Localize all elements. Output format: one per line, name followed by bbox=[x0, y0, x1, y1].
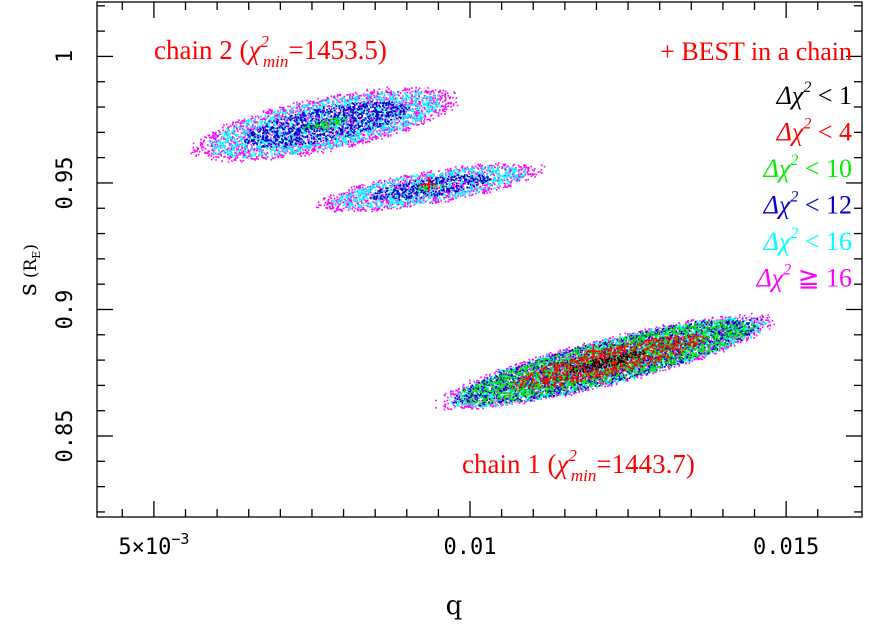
chain-2-annotation: chain 2 (χ2 min=1453.5) bbox=[154, 32, 387, 71]
axis-ticks: 5×10−3 0.01 0.015 0.85 0.9 0.95 1 bbox=[53, 2, 862, 560]
x-tick-label-text: 0.015 bbox=[753, 535, 819, 560]
chain-2-prefix: chain 2 ( bbox=[154, 35, 248, 65]
x-tick-label: 0.01 bbox=[444, 535, 497, 560]
legend-entry: Δχ2 ≧ 16 bbox=[755, 262, 852, 293]
legend-threshold: < 10 bbox=[798, 154, 852, 183]
chain-1-prefix: chain 1 ( bbox=[462, 449, 556, 479]
y-tick-label: 0.85 bbox=[53, 410, 78, 463]
x-tick-label: 5×10−3 bbox=[118, 530, 189, 560]
legend-delta: Δ bbox=[776, 81, 792, 110]
chain-1-annotation: chain 1 (χ2 min=1443.7) bbox=[462, 446, 695, 485]
chain-2-chi: χ bbox=[245, 35, 261, 65]
legend-chi: χ bbox=[769, 264, 784, 293]
y-axis-label-close: ) bbox=[21, 244, 41, 251]
best-fit-marker bbox=[586, 344, 601, 359]
legend-delta: Δ bbox=[763, 191, 779, 220]
chain-point-cloud bbox=[315, 162, 546, 213]
legend-chi: χ bbox=[789, 81, 804, 110]
chain-2-sub: min bbox=[263, 52, 289, 71]
legend-delta: Δ bbox=[755, 264, 771, 293]
chain-1-suffix: =1443.7) bbox=[596, 449, 694, 479]
best-fit-markers bbox=[421, 177, 601, 359]
chain-1-chi: χ bbox=[553, 449, 569, 479]
legend-delta: Δ bbox=[763, 227, 779, 256]
x-tick-label-text: 0.01 bbox=[444, 535, 497, 560]
chain-point-cloud bbox=[511, 333, 708, 391]
x-tick-label-exponent: −3 bbox=[171, 530, 189, 548]
plot-frame bbox=[96, 1, 863, 518]
best-fit-marker bbox=[421, 177, 436, 192]
x-tick-label-text: 5×10 bbox=[118, 535, 171, 560]
chain-point-cloud bbox=[569, 350, 646, 373]
y-tick-label: 0.9 bbox=[53, 290, 78, 330]
chain-1-cloud bbox=[434, 312, 775, 411]
chain-points bbox=[190, 86, 775, 411]
legend-sup: 2 bbox=[790, 152, 798, 169]
legend-header: + BEST in a chain bbox=[660, 37, 852, 66]
x-tick-label: 0.015 bbox=[753, 535, 819, 560]
chain-point-cloud bbox=[302, 117, 347, 131]
legend-chi: χ bbox=[776, 154, 791, 183]
legend-chi: χ bbox=[776, 191, 791, 220]
y-tick-label: 1 bbox=[53, 50, 78, 63]
x-axis-label: q bbox=[446, 591, 463, 621]
legend-delta: Δ bbox=[763, 154, 779, 183]
chain-point-cloud bbox=[370, 174, 491, 201]
chain-2-suffix: =1453.5) bbox=[288, 35, 386, 65]
chain-2-sup: 2 bbox=[260, 32, 269, 51]
legend-threshold: < 4 bbox=[811, 118, 852, 147]
legend-threshold: ≧ 16 bbox=[791, 264, 852, 293]
legend-sup: 2 bbox=[790, 189, 798, 206]
legend-sup: 2 bbox=[790, 225, 798, 242]
y-tick-label: 0.95 bbox=[53, 156, 78, 209]
legend-entry: Δχ2 < 10 bbox=[763, 152, 852, 183]
legend-threshold: < 16 bbox=[798, 227, 852, 256]
legend-entry: Δχ2 < 12 bbox=[763, 189, 852, 220]
legend-threshold: < 1 bbox=[811, 81, 852, 110]
legend-threshold: < 12 bbox=[798, 191, 852, 220]
legend-chi: χ bbox=[789, 118, 804, 147]
chain-1-sup: 2 bbox=[568, 446, 577, 465]
chain-1-sub: min bbox=[571, 466, 597, 485]
y-axis-label-main: s bbox=[13, 283, 42, 296]
legend-sup: 2 bbox=[803, 79, 811, 96]
legend-entry: Δχ2 < 16 bbox=[763, 225, 852, 256]
legend-chi: χ bbox=[776, 227, 791, 256]
y-axis-label: s (RE) bbox=[13, 244, 43, 296]
y-axis-label-unit: (R bbox=[21, 258, 41, 279]
legend-sup: 2 bbox=[783, 262, 791, 279]
legend-entry: Δχ2 < 4 bbox=[776, 116, 852, 147]
legend-delta: Δ bbox=[776, 118, 792, 147]
chain-2-cloud bbox=[190, 86, 546, 213]
legend-entry: Δχ2 < 1 bbox=[776, 79, 852, 110]
legend-sup: 2 bbox=[803, 116, 811, 133]
chain-point-cloud bbox=[243, 100, 411, 148]
chain-point-cloud bbox=[417, 183, 443, 192]
y-axis-label-subscript: E bbox=[30, 251, 43, 259]
